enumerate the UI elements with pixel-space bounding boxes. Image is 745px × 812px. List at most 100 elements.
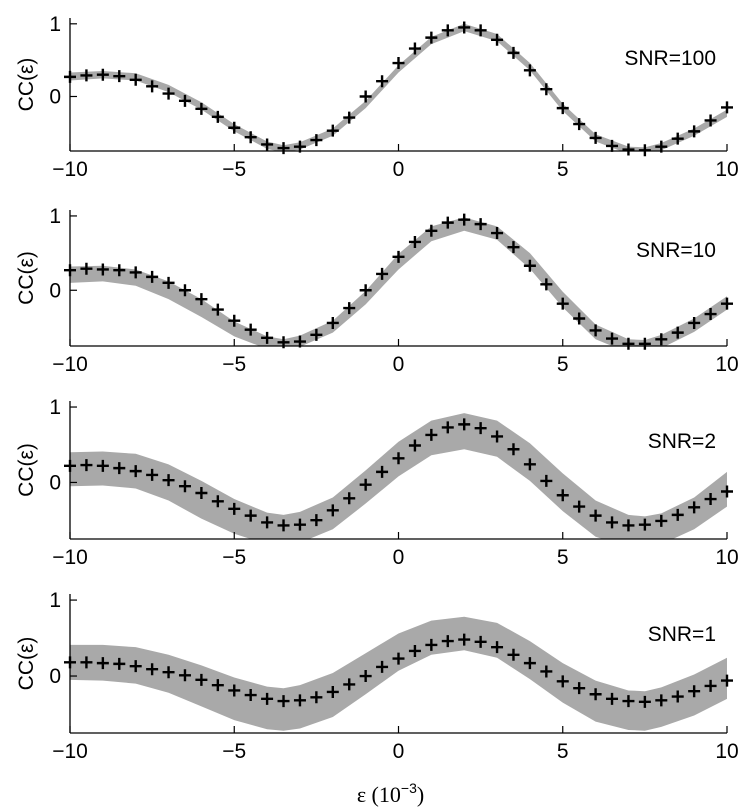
data-point-marker [622,143,635,156]
data-point-marker [162,276,175,289]
data-point-marker [704,114,717,127]
data-point-marker [113,657,126,670]
data-point-marker [310,134,323,147]
y-axis-label: CC(ε) [15,251,38,305]
data-point-marker [523,458,536,471]
data-point-marker [671,132,684,145]
data-point-marker [326,124,339,137]
x-tick-label: 5 [557,353,569,376]
data-point-marker [195,293,208,306]
x-tick-label: −10 [52,740,88,763]
data-point-marker [491,227,504,240]
data-point-marker [523,64,536,77]
data-point-marker [146,80,159,93]
data-point-marker [458,418,471,431]
data-point-marker [408,644,421,657]
data-point-marker [523,259,536,272]
data-point-marker [277,142,290,155]
data-point-marker [573,118,586,131]
data-point-marker [655,694,668,707]
data-point-marker [162,87,175,100]
x-tick-label: 0 [393,353,405,376]
data-point-marker [458,633,471,646]
data-point-marker [671,326,684,339]
y-tick-label: 1 [49,396,61,419]
data-point-marker [425,31,438,44]
data-point-marker [326,316,339,329]
data-point-marker [129,266,142,279]
snr-annotation: SNR=100 [624,47,716,70]
y-axis-label: CC(ε) [15,443,38,497]
x-tick-label: −5 [222,546,246,569]
data-point-marker [211,679,224,692]
data-point-marker [606,692,619,705]
chart-panel-1: −10 −5 0 5 10 0 1 CC(ε) SNR=100 [15,13,739,181]
data-point-marker [688,316,701,329]
data-point-marker [392,652,405,665]
data-point-marker [474,422,487,435]
data-point-marker [671,690,684,703]
data-point-marker [556,297,569,310]
data-point-marker [178,94,191,107]
data-point-marker [721,485,733,498]
data-point-marker [638,337,651,350]
data-point-marker [261,138,274,151]
data-point-marker [622,337,635,350]
data-point-marker [96,657,109,670]
data-point-marker [638,144,651,157]
y-tick-label: 0 [49,471,61,494]
data-point-marker [408,235,421,248]
data-point-marker [310,514,323,527]
data-point-marker [376,75,389,88]
data-point-marker [688,125,701,138]
data-point-marker [146,270,159,283]
data-point-marker [606,332,619,345]
data-point-marker [343,111,356,124]
data-point-marker [491,641,504,654]
data-point-marker [392,250,405,263]
data-point-marker [261,516,274,529]
data-point-marker [688,685,701,698]
data-point-marker [622,695,635,708]
data-point-marker [261,692,274,705]
data-point-marker [507,648,520,661]
data-point-marker [425,224,438,237]
x-axis-label-suffix: ) [417,782,424,807]
data-point-marker [474,218,487,231]
data-point-marker [129,465,142,478]
data-point-marker [622,519,635,532]
data-point-marker [293,518,306,531]
y-tick-label: 0 [49,665,61,688]
data-point-marker [162,474,175,487]
data-point-marker [228,314,241,327]
data-point-marker [704,308,717,321]
data-point-marker [244,323,257,336]
data-point-marker [425,638,438,651]
y-axis-label: CC(ε) [15,58,38,112]
data-point-marker [113,462,126,475]
data-point-marker [96,68,109,81]
data-point-marker [556,102,569,115]
y-tick-label: 0 [49,85,61,108]
data-point-marker [178,669,191,682]
data-point-marker [704,679,717,692]
x-tick-label: 0 [393,158,405,181]
x-tick-label: −5 [222,158,246,181]
data-point-marker [606,139,619,152]
data-point-marker [359,670,372,683]
data-point-marker [310,691,323,704]
data-point-marker [113,70,126,83]
data-point-marker [688,501,701,514]
x-axis-label: ε (10−3) [357,780,424,807]
data-point-marker [359,478,372,491]
chart-panel-3: −10 −5 0 5 10 0 1 CC(ε) SNR=2 [15,396,739,569]
data-point-marker [425,428,438,441]
x-tick-label: 10 [715,158,738,181]
data-point-marker [277,695,290,708]
data-point-marker [589,688,602,701]
data-point-marker [655,514,668,527]
x-tick-label: 10 [715,353,738,376]
data-point-marker [441,635,454,648]
x-tick-label: −10 [52,546,88,569]
data-point-marker [376,660,389,673]
